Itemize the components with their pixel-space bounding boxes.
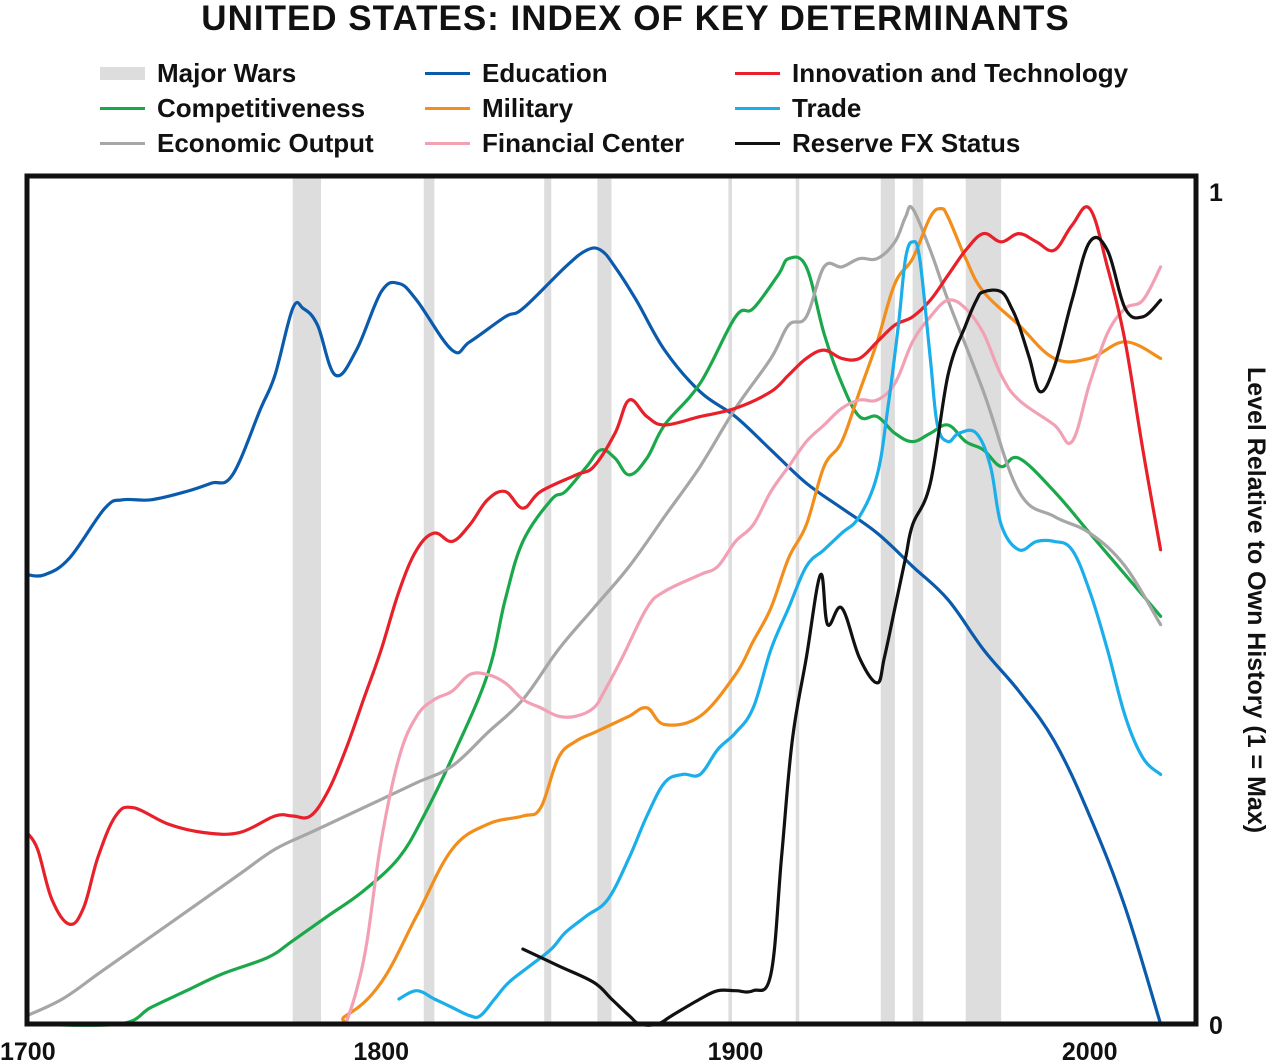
series-line-innovation-and-technology: [25, 205, 1163, 926]
plot-frame: [24, 173, 1199, 1027]
war-bands: [292, 176, 1002, 1024]
legend-label-innovation-and-technology: Innovation and Technology: [792, 57, 1129, 88]
legend-label-major-wars: Major Wars: [157, 57, 297, 88]
legend-label-competitiveness: Competitiveness: [157, 92, 366, 123]
series-line-education: [25, 246, 1163, 1026]
legend-item-military: Military: [425, 93, 573, 123]
legend-item-economic-output: Economic Output: [100, 128, 374, 158]
legend-item-innovation-and-technology: Innovation and Technology: [735, 58, 1128, 88]
war-band: [912, 176, 924, 1024]
legend-label-economic-output: Economic Output: [157, 127, 374, 158]
war-band: [597, 176, 612, 1024]
legend-item-major-wars: Major Wars: [100, 58, 296, 88]
legend-swatch-trade: [735, 106, 780, 110]
series-lines: [25, 204, 1163, 1027]
legend-swatch-military: [425, 106, 470, 110]
x-axis-ticks: 1700 1800 1900 2000: [0, 1038, 1118, 1062]
legend-label-military: Military: [482, 92, 574, 123]
legend-item-trade: Trade: [735, 93, 861, 123]
legend-swatch-major-wars: [100, 66, 145, 80]
legend-item-competitiveness: Competitiveness: [100, 93, 365, 123]
y-tick-label: 0: [1209, 1012, 1223, 1040]
legend-item-financial-center: Financial Center: [425, 128, 684, 158]
series-line-reserve-fx-status: [521, 235, 1163, 1027]
war-band: [795, 176, 800, 1024]
legend-label-education: Education: [482, 57, 608, 88]
y-tick-label: 1: [1209, 179, 1223, 207]
legend-swatch-education: [425, 71, 470, 75]
legend-item-reserve-fx-status: Reserve FX Status: [735, 128, 1020, 158]
x-tick-label: 2000: [1062, 1038, 1118, 1062]
war-band: [544, 176, 552, 1024]
x-tick-label: 1900: [708, 1038, 764, 1062]
legend-item-education: Education: [425, 58, 608, 88]
x-tick-label: 1800: [353, 1038, 409, 1062]
series-line-trade: [397, 239, 1163, 1020]
x-tick-label: 1700: [0, 1038, 56, 1062]
legend-swatch-innovation-and-technology: [735, 71, 780, 75]
y-axis-ticks: 01: [1209, 179, 1223, 1040]
legend: Major Wars Competitiveness Economic Outp…: [0, 58, 1271, 168]
legend-swatch-competitiveness: [100, 106, 145, 110]
legend-label-reserve-fx-status: Reserve FX Status: [792, 127, 1021, 158]
legend-swatch-financial-center: [425, 141, 470, 145]
chart-title: UNITED STATES: INDEX OF KEY DETERMINANTS: [201, 0, 1070, 38]
war-band: [292, 176, 322, 1024]
legend-swatch-economic-output: [100, 141, 145, 145]
war-band: [423, 176, 435, 1024]
legend-label-financial-center: Financial Center: [482, 127, 685, 158]
legend-swatch-reserve-fx-status: [735, 141, 780, 145]
series-line-financial-center: [344, 265, 1163, 1026]
series-line-military: [25, 206, 1163, 1027]
series-line-economic-output: [25, 204, 1163, 1018]
war-band: [728, 176, 732, 1024]
legend-label-trade: Trade: [792, 92, 862, 123]
y-axis-label: Level Relative to Own History (1 = Max): [1242, 367, 1270, 833]
